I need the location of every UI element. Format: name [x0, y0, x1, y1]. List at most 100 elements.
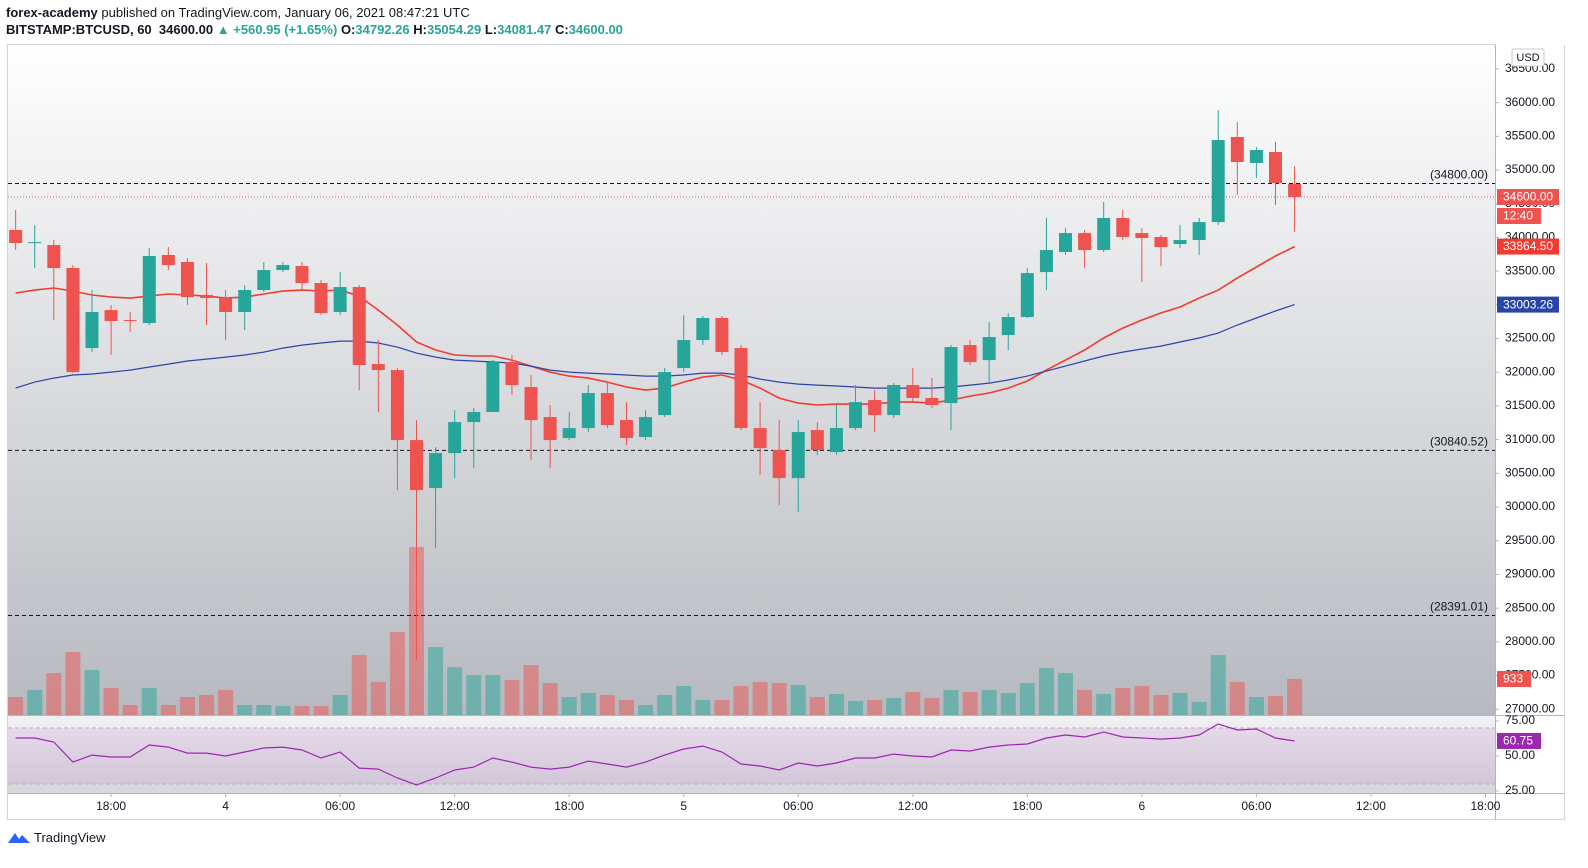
candle-body	[352, 287, 366, 366]
candle-body	[1268, 152, 1282, 184]
volume-bar	[1000, 693, 1016, 715]
candle-body	[1135, 233, 1149, 239]
volume-bar	[962, 691, 978, 715]
candle-body	[619, 420, 633, 439]
volume-bar	[370, 682, 386, 715]
candle-body	[1173, 240, 1187, 245]
volume-bar	[561, 697, 577, 715]
volume-bar	[1248, 697, 1264, 715]
volume-bar	[485, 675, 501, 715]
volume-bar	[1134, 686, 1150, 715]
candle-body	[9, 230, 23, 244]
candle-body	[1211, 140, 1225, 223]
rsi-line	[15, 723, 1295, 786]
volume-bar	[638, 705, 654, 715]
candle-body	[448, 422, 462, 454]
y-tick-label: 29500.00	[1505, 533, 1555, 547]
y-tick-label: 30000.00	[1505, 499, 1555, 513]
volume-bar	[771, 683, 787, 715]
candle-body	[333, 287, 347, 313]
candle-body	[677, 340, 691, 369]
candle-body	[639, 417, 653, 438]
legend-line: BITSTAMP:BTCUSD, 60 34600.00 ▲ +560.95 (…	[6, 21, 623, 38]
candle-body	[963, 345, 977, 363]
ohlc-value: 35054.29	[426, 22, 482, 37]
candle-body	[47, 245, 61, 269]
volume-bar	[8, 697, 24, 715]
candle-body	[104, 310, 118, 322]
volume-bar	[1096, 694, 1112, 715]
volume-bar	[676, 686, 692, 715]
brand: TradingView	[34, 830, 106, 845]
volume-bar	[46, 673, 62, 715]
candle-body	[180, 262, 194, 298]
candle-body	[753, 428, 767, 449]
candle-body	[486, 362, 500, 413]
volume-bar	[981, 689, 997, 715]
rsi-band	[8, 728, 1495, 785]
candle-body	[925, 398, 939, 406]
y-tick-label: 35500.00	[1505, 128, 1555, 142]
volume-bar	[256, 705, 272, 715]
candle-body	[238, 290, 252, 313]
x-tick-label: 12:00	[898, 799, 928, 813]
ma-label-box	[1497, 238, 1559, 255]
volume-bar	[275, 706, 291, 715]
volume-bar	[84, 669, 100, 715]
change: ▲ +560.95 (+1.65%)	[216, 22, 338, 37]
candle-body	[85, 312, 99, 349]
y-tick-label: 28500.00	[1505, 600, 1555, 614]
volume-bar	[886, 698, 902, 715]
candle-body	[200, 295, 214, 299]
logo	[8, 832, 30, 843]
volume-bar	[313, 706, 329, 715]
candle-body	[1288, 184, 1302, 197]
candle-body	[1059, 233, 1072, 253]
candle-body	[1249, 150, 1263, 164]
candle-body	[161, 255, 175, 266]
candle-body	[390, 370, 404, 441]
x-tick-label: 4	[222, 799, 229, 813]
volume-bar	[1115, 688, 1131, 715]
volume-bar	[599, 695, 615, 715]
volume-bar	[1038, 667, 1054, 715]
author: forex-academy	[6, 5, 98, 20]
x-tick-label: 18:00	[1470, 799, 1500, 813]
volume-bar	[237, 705, 253, 715]
candle-body	[658, 372, 672, 416]
last-price-label: 34600.00	[1503, 190, 1553, 204]
x-tick-label: 18:00	[96, 799, 126, 813]
x-tick-label: 06:00	[1241, 799, 1271, 813]
y-tick-label: 30500.00	[1505, 465, 1555, 479]
candle-body	[982, 337, 996, 361]
candle-body	[314, 283, 328, 314]
volume-bar	[103, 688, 119, 715]
frame	[7, 44, 1565, 820]
ma-label-group: 33864.50	[1497, 238, 1559, 255]
volume-bar	[1077, 689, 1093, 715]
ma-label-box	[1497, 296, 1559, 313]
candle-body	[142, 256, 156, 324]
x-tick-label: 6	[1139, 799, 1146, 813]
y-tick-label: 33500.00	[1505, 263, 1555, 277]
candle-body	[276, 265, 290, 271]
last-price-label-group: 34600.00	[1497, 188, 1559, 205]
candle-body	[505, 362, 519, 386]
volume-bar	[580, 693, 596, 715]
price-pane	[8, 45, 1495, 715]
candle-body	[887, 385, 901, 416]
volume-bar	[332, 695, 348, 715]
axis-top-cover	[1496, 20, 1566, 45]
candle-body	[467, 412, 481, 423]
ohlc-key: C:	[554, 22, 569, 37]
countdown-label-box	[1497, 207, 1541, 224]
y-tick-label: 28000.00	[1505, 634, 1555, 648]
volume-bar	[867, 699, 883, 715]
volume-bar	[523, 665, 539, 715]
symbol: BITSTAMP:BTCUSD, 60	[6, 22, 152, 37]
volume-bar	[389, 632, 405, 715]
volume-label: 933	[1503, 672, 1523, 686]
ohlc-key: H:	[413, 22, 427, 37]
